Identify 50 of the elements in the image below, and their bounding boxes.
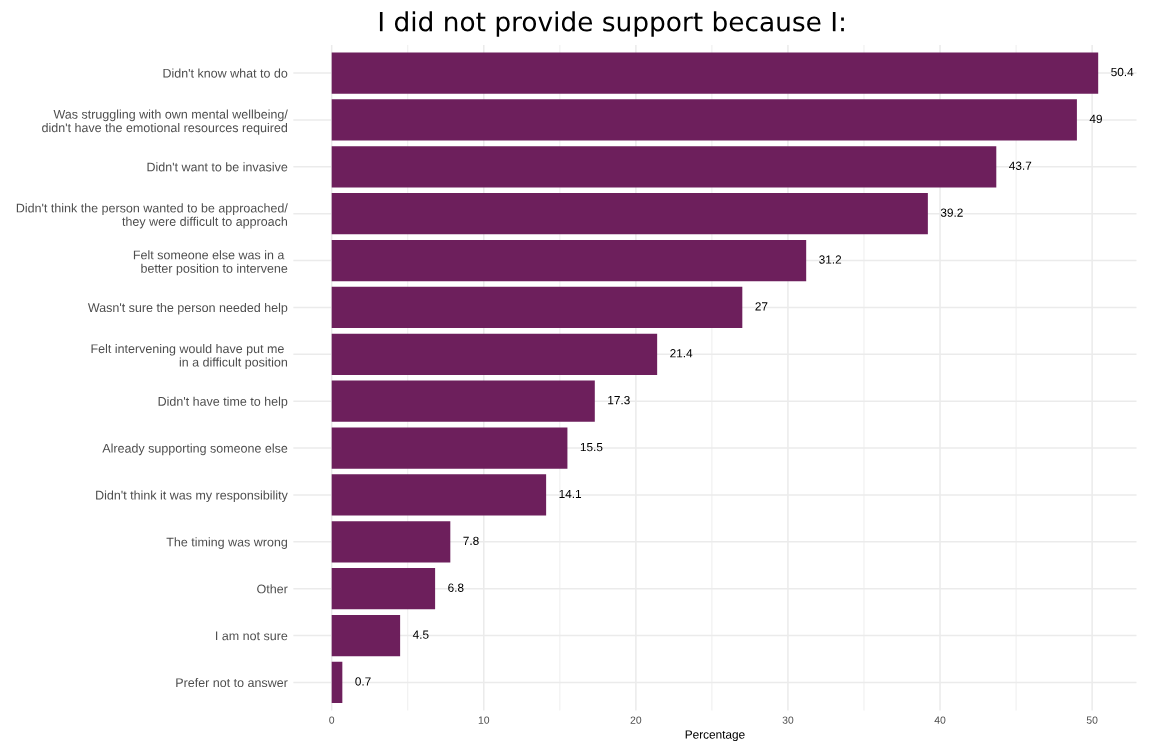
y-tick-label: Wasn't sure the person needed help bbox=[87, 302, 288, 315]
data-label: 21.4 bbox=[670, 349, 693, 358]
y-tick-label: Was struggling with own mental wellbeing/ didn't have the emotional resources required bbox=[42, 109, 288, 135]
bar bbox=[331, 661, 343, 704]
x-tick-label: 50 bbox=[1086, 716, 1098, 724]
y-tick-label: Didn't think the person wanted to be approached/ they were difficult to approach bbox=[16, 203, 288, 229]
data-label: 49 bbox=[1089, 114, 1102, 124]
y-tick-label: Other bbox=[257, 584, 288, 594]
x-tick-label: 30 bbox=[782, 716, 794, 724]
x-tick-label: 10 bbox=[478, 716, 490, 724]
bar bbox=[331, 427, 568, 469]
bar bbox=[331, 286, 743, 329]
bar bbox=[331, 146, 997, 188]
bar bbox=[331, 521, 451, 563]
bar bbox=[331, 614, 401, 657]
y-tick-label: Didn't want to be invasive bbox=[147, 162, 288, 172]
x-tick-label: 20 bbox=[630, 716, 642, 724]
y-tick-label: Didn't think it was my responsibility bbox=[96, 490, 288, 503]
bar bbox=[331, 52, 1099, 94]
data-label: 6.8 bbox=[448, 583, 464, 592]
data-label: 14.1 bbox=[559, 489, 582, 498]
y-tick-label: Felt intervening would have put me in a difficult position bbox=[91, 343, 288, 370]
bar bbox=[331, 99, 1077, 141]
chart-title: I did not provide support because I: bbox=[379, 11, 844, 37]
y-tick-label: Felt someone else was in a better position to intervene bbox=[133, 250, 288, 276]
data-label: 0.7 bbox=[355, 677, 371, 686]
x-tick-label: 40 bbox=[934, 716, 946, 724]
data-label: 27 bbox=[755, 302, 768, 311]
data-label: 7.8 bbox=[463, 536, 479, 545]
data-label: 17.3 bbox=[608, 395, 630, 405]
data-label: 15.5 bbox=[580, 442, 603, 452]
bar bbox=[331, 239, 807, 282]
data-label: 4.5 bbox=[412, 630, 429, 639]
y-tick-label: Prefer not to answer bbox=[176, 677, 288, 688]
data-label: 43.7 bbox=[1009, 161, 1032, 170]
bar bbox=[331, 193, 928, 235]
data-label: 50.4 bbox=[1111, 67, 1134, 77]
data-label: 31.2 bbox=[819, 255, 842, 264]
y-tick-label: Didn't have time to help bbox=[158, 396, 288, 409]
x-axis-title: Percentage bbox=[685, 730, 745, 742]
y-tick-label: The timing was wrong bbox=[166, 537, 288, 549]
bar bbox=[331, 568, 436, 610]
data-label: 39.2 bbox=[940, 208, 963, 217]
y-tick-label: I am not sure bbox=[216, 631, 288, 641]
y-tick-label: Didn't know what to do bbox=[163, 68, 288, 78]
bar bbox=[331, 333, 658, 375]
x-tick-label: 0 bbox=[329, 716, 335, 724]
bar bbox=[331, 474, 547, 516]
y-tick-label: Already supporting someone else bbox=[102, 443, 288, 456]
bar bbox=[331, 380, 595, 422]
